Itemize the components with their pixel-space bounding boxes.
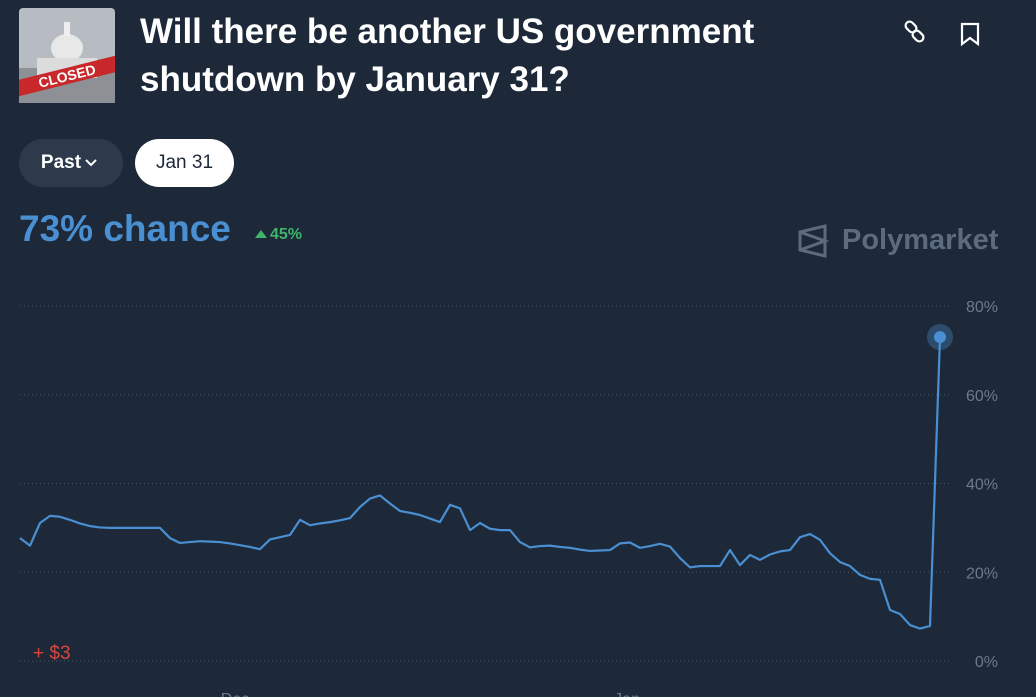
y-tick-label: 0% (975, 654, 998, 671)
up-arrow (255, 230, 267, 238)
y-tick-label: 40% (966, 477, 998, 494)
y-tick-label: 80% (966, 299, 998, 316)
range-button[interactable]: Past (19, 139, 123, 187)
chevron (85, 159, 97, 167)
range-label: Past (40, 152, 82, 173)
actions (904, 20, 980, 47)
brand: Polymarket (842, 224, 999, 256)
x-tick-label: Dec (221, 691, 249, 697)
market-title: Will there be another US government shut… (140, 12, 755, 99)
brand-logo (798, 224, 829, 258)
date-button[interactable]: Jan 31 (135, 139, 234, 187)
change: 45% (254, 226, 302, 244)
price-line (19, 337, 942, 630)
date-label: Jan 31 (155, 152, 214, 173)
chance: 73% chance (19, 208, 231, 249)
y-tick-label: 20% (966, 565, 998, 582)
change-label: 45% (270, 226, 303, 243)
bookmark-icon[interactable] (960, 22, 980, 47)
x-tick-label: Jan (614, 691, 640, 697)
y-tick-label: 60% (966, 388, 998, 405)
current-point (934, 331, 946, 344)
thumbnail: CLOSED (19, 8, 115, 103)
position-pnl: + $3 (33, 643, 71, 664)
link-icon[interactable] (904, 20, 925, 43)
